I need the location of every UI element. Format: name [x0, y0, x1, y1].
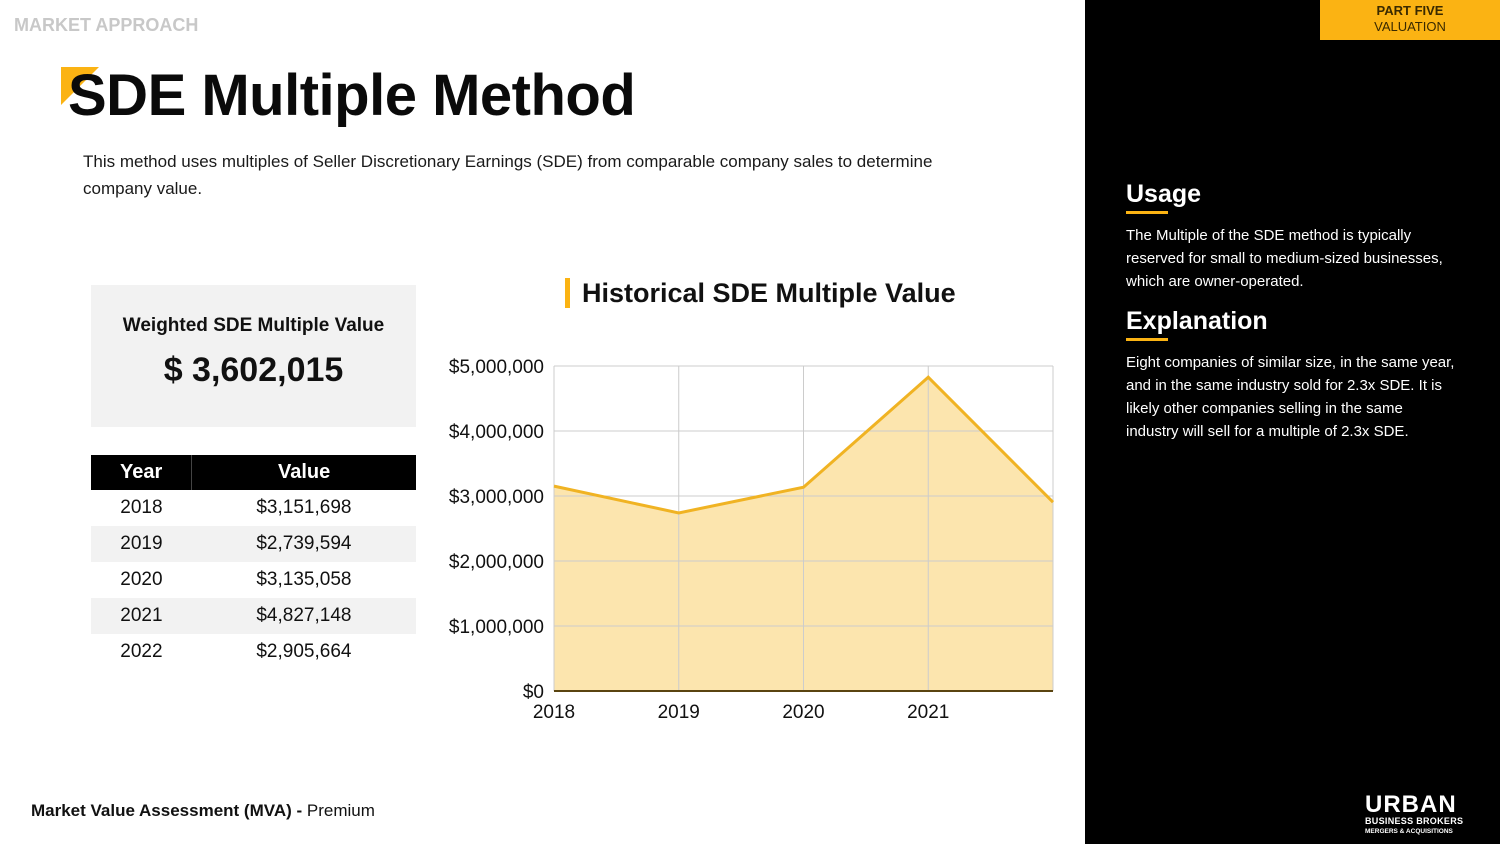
year-cell: 2022 [120, 641, 163, 662]
series-line [553, 375, 1055, 515]
footer-tier: Premium [306, 801, 375, 820]
title-accent [61, 67, 99, 105]
part-tab: PART FIVE VALUATION [1320, 0, 1500, 40]
header-value: Value [191, 455, 416, 490]
usage-text: The Multiple of the SDE method is typica… [1126, 227, 1443, 290]
year-cell: 2018 [120, 497, 163, 518]
explanation-section: Explanation Eight companies of similar s… [1126, 307, 1456, 443]
year-cell: 2021 [91, 598, 192, 634]
year-cell: 2019 [91, 526, 192, 562]
part-label: PART FIVE [1376, 3, 1444, 18]
area-chart: $0 $1,000,000 $2,000,000 $3,000,000 $4,000,0… [449, 357, 1055, 723]
table-row: 2018 $3,151,698 [91, 490, 416, 526]
section-label: MARKET APPROACH [14, 15, 199, 35]
value-cell: $4,827,148 [191, 598, 416, 634]
chart-title: Historical SDE Multiple Value [565, 278, 956, 308]
x-tick-label: 2020 [782, 702, 824, 723]
value-cell: $3,135,058 [256, 569, 352, 590]
header-year: Year [91, 455, 193, 490]
weighted-value-card: Weighted SDE Multiple Value $ 3,602,015 [91, 285, 416, 427]
usage-section: Usage The Multiple of the SDE method is … [1126, 180, 1456, 293]
usage-title: Usage [1126, 180, 1202, 208]
footer: Market Value Assessment (MVA) - Premium [31, 801, 375, 821]
year-cell: 2020 [120, 569, 163, 590]
table-row: 2020 $3,135,058 [91, 562, 416, 598]
weighted-value-label: Weighted SDE Multiple Value [122, 315, 385, 336]
sidebar [1085, 0, 1500, 844]
y-tick-label: $2,000,000 [449, 552, 544, 573]
explanation-text: Eight companies of similar size, in the … [1126, 354, 1455, 440]
explanation-title: Explanation [1126, 307, 1268, 335]
x-tick-label: 2019 [658, 702, 700, 723]
logo-sub2: MERGERS & ACQUISITIONS [1365, 828, 1453, 835]
table-row: 2022 $2,905,664 [91, 634, 416, 670]
usage-underline [1126, 211, 1168, 214]
footer-title: Market Value Assessment (MVA) - [31, 801, 303, 820]
y-tick-label: $4,000,000 [449, 422, 544, 443]
company-logo: URBAN BUSINESS BROKERS MERGERS & ACQUISI… [1365, 791, 1464, 836]
logo-word: URBAN [1365, 791, 1457, 818]
y-tick-label: $0 [523, 682, 544, 703]
table-row: 2019 $2,739,594 [91, 526, 416, 562]
y-tick-label: $5,000,000 [449, 357, 544, 378]
explanation-underline [1126, 338, 1168, 341]
x-tick-label: 2021 [907, 702, 949, 723]
page-description: This method uses multiples of Seller Dis… [83, 152, 933, 198]
value-cell: $2,905,664 [256, 641, 352, 662]
values-table: Year Value 2018 $3,151,698 2019 $2,739,594… [91, 455, 416, 670]
logo-sub: BUSINESS BROKERS [1365, 816, 1464, 826]
y-tick-label: $3,000,000 [449, 487, 544, 508]
x-tick-label: 2018 [533, 702, 575, 723]
value-cell: $3,151,698 [256, 497, 352, 518]
part-name: VALUATION [1374, 19, 1446, 34]
table-row: 2021 $4,827,148 [91, 598, 416, 634]
value-cell: $2,739,594 [191, 526, 416, 562]
weighted-value: $ 3,602,015 [163, 351, 344, 389]
y-tick-label: $1,000,000 [449, 617, 544, 638]
page-title: SDE Multiple Method [68, 63, 636, 128]
